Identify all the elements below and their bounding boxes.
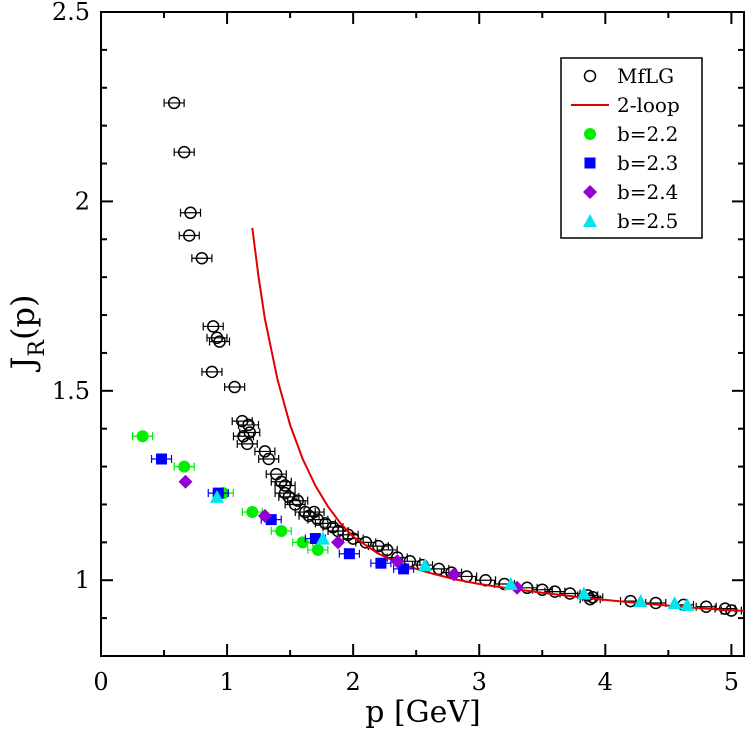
legend-entry-label: 2-loop bbox=[617, 93, 680, 117]
legend-box bbox=[560, 57, 703, 239]
data-point bbox=[275, 524, 288, 537]
data-point bbox=[418, 558, 433, 572]
data-point bbox=[667, 595, 682, 609]
data-point bbox=[447, 567, 462, 582]
data-point bbox=[241, 437, 254, 451]
x-tick-label: 3 bbox=[472, 668, 487, 696]
legend-marker-swatch bbox=[583, 69, 597, 83]
data-point bbox=[278, 486, 292, 500]
legend-marker-swatch bbox=[583, 185, 597, 199]
y-axis-label-main: J bbox=[4, 357, 42, 373]
x-tick-label: 2 bbox=[346, 668, 361, 696]
x-axis-ticks bbox=[100, 12, 733, 656]
legend-entry-label: b=2.5 bbox=[617, 209, 678, 233]
data-point bbox=[213, 335, 226, 348]
data-point bbox=[228, 380, 241, 394]
data-point bbox=[536, 583, 549, 596]
data-point bbox=[633, 594, 648, 608]
x-tick-label: 0 bbox=[93, 668, 108, 696]
legend-marker-swatch bbox=[584, 128, 596, 140]
data-point bbox=[209, 489, 224, 503]
y-tick-label: 1 bbox=[75, 566, 90, 594]
y-tick-label: 2 bbox=[75, 187, 90, 215]
x-axis-tick-labels: 0 1 2 3 4 5 bbox=[93, 668, 739, 696]
svg-text:JR(p): JR(p) bbox=[4, 295, 50, 373]
data-point bbox=[503, 577, 518, 591]
data-point bbox=[309, 533, 321, 545]
legend-marker-swatch bbox=[583, 214, 597, 227]
data-point bbox=[278, 479, 292, 492]
series-b-2-5 bbox=[209, 489, 695, 611]
data-point bbox=[136, 430, 149, 443]
data-point bbox=[183, 229, 196, 242]
data-point bbox=[235, 414, 249, 428]
legend-entry-label: b=2.3 bbox=[617, 151, 678, 175]
y-axis-label-suffix: (p) bbox=[4, 295, 42, 340]
data-point bbox=[275, 475, 288, 488]
y-axis-tick-labels: 1 1.5 2 2.5 bbox=[52, 0, 90, 594]
data-point bbox=[258, 445, 272, 458]
plot-area bbox=[132, 96, 745, 617]
data-point bbox=[315, 531, 330, 545]
data-point bbox=[237, 430, 250, 443]
y-axis-ticks bbox=[101, 11, 744, 620]
x-tick-label: 4 bbox=[598, 668, 613, 696]
x-tick-label: 5 bbox=[724, 668, 739, 696]
data-point bbox=[699, 600, 713, 614]
data-point bbox=[262, 452, 275, 466]
data-point bbox=[243, 426, 257, 439]
legend-marker-swatch bbox=[584, 157, 596, 169]
data-point bbox=[319, 517, 332, 530]
data-point bbox=[195, 251, 209, 265]
data-point bbox=[177, 145, 191, 159]
data-point bbox=[265, 514, 277, 526]
data-point bbox=[576, 586, 591, 600]
legend-entry-label: MfLG bbox=[617, 64, 674, 88]
data-point bbox=[184, 206, 197, 220]
y-axis-label-sub: R bbox=[25, 339, 50, 357]
x-axis-label: p [GeV] bbox=[365, 695, 481, 730]
data-point bbox=[311, 543, 324, 556]
data-point bbox=[205, 365, 219, 379]
data-point bbox=[242, 418, 255, 432]
data-point bbox=[178, 460, 191, 473]
y-tick-label: 1.5 bbox=[52, 377, 90, 405]
data-point bbox=[331, 535, 346, 550]
data-point bbox=[311, 513, 325, 526]
data-point bbox=[563, 587, 577, 600]
y-tick-label: 2.5 bbox=[52, 0, 90, 26]
data-point bbox=[375, 557, 387, 569]
data-point bbox=[257, 508, 272, 523]
data-point bbox=[167, 96, 181, 110]
data-point bbox=[343, 548, 355, 560]
data-point bbox=[649, 596, 662, 610]
y-axis-label: JR(p) bbox=[4, 295, 50, 373]
data-point bbox=[156, 453, 168, 465]
x-tick-label: 1 bbox=[219, 668, 234, 696]
data-point bbox=[680, 597, 695, 611]
legend-entry-label: b=2.4 bbox=[617, 180, 678, 204]
data-point bbox=[398, 563, 410, 575]
data-point bbox=[346, 532, 360, 545]
data-point bbox=[206, 320, 220, 333]
data-point bbox=[390, 554, 405, 569]
legend-entry-label: b=2.2 bbox=[617, 122, 678, 146]
legend: MfLG 2-loop b=2.2 b=2.3 b=2.4 b=2.5 bbox=[560, 57, 703, 239]
data-point bbox=[178, 474, 193, 489]
data-point bbox=[246, 506, 259, 519]
